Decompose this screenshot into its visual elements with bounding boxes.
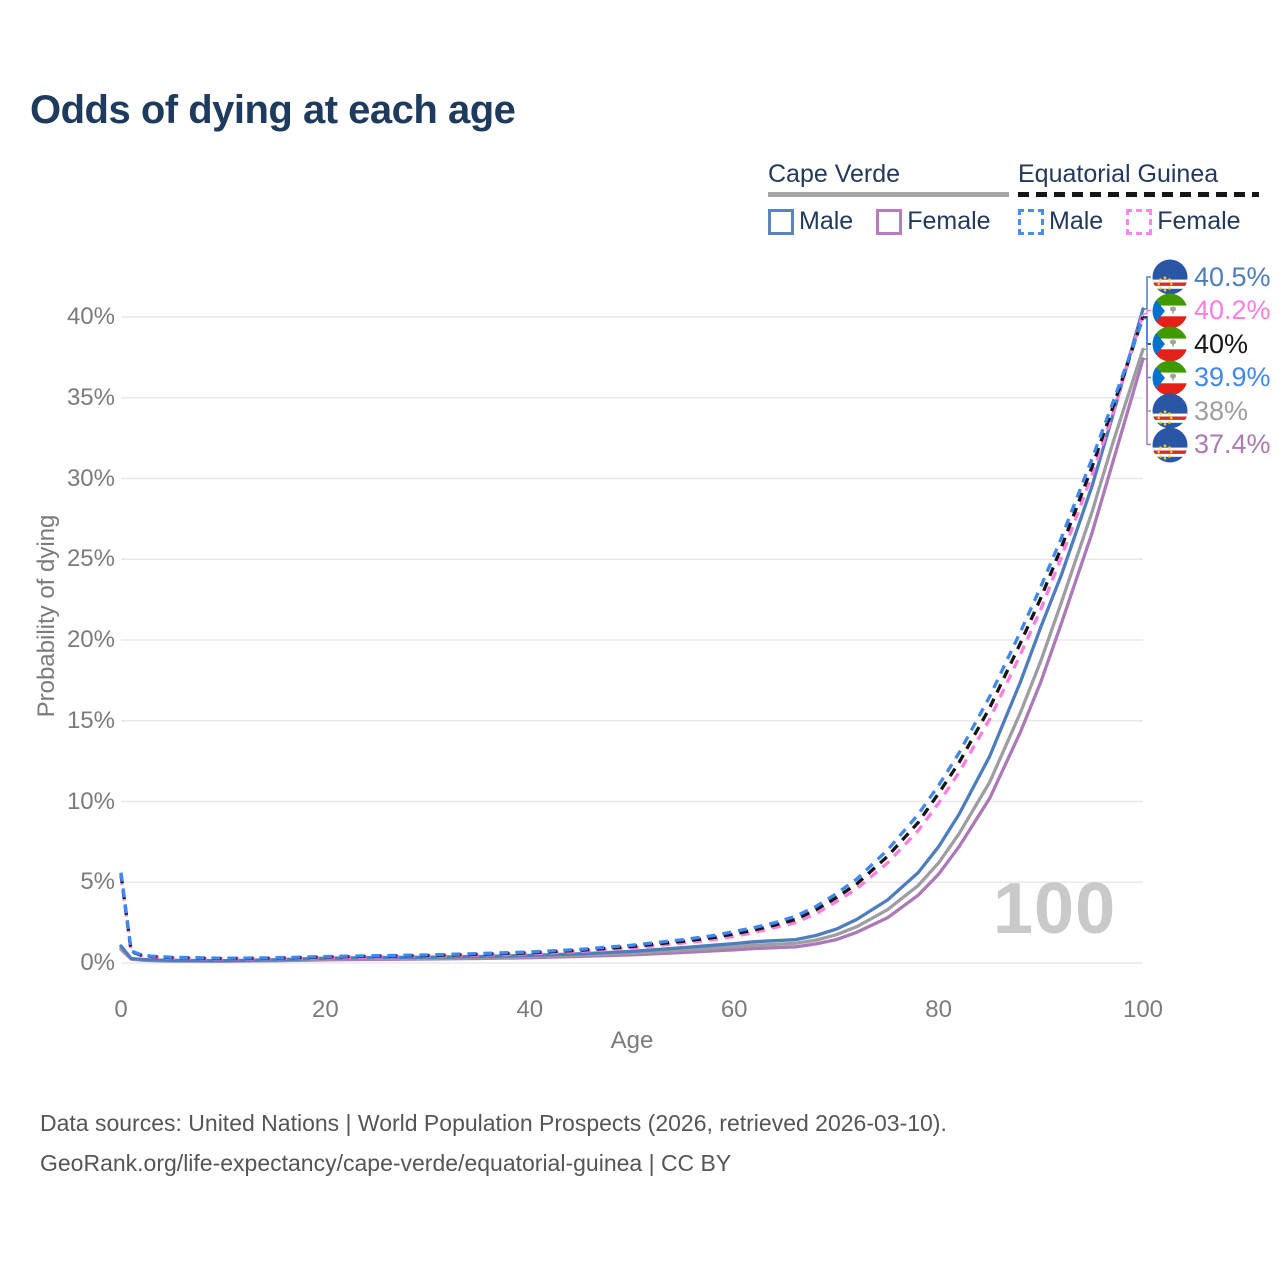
equatorial-guinea-flag-icon: [1152, 360, 1188, 396]
series-end-label-eq_male: 39.9%: [1152, 360, 1271, 396]
legend-label-cape-verde-male: Male: [799, 207, 854, 235]
y-tick-label-15: 15%: [66, 706, 115, 734]
x-axis-title: Age: [610, 1027, 654, 1054]
line-cv_both[interactable]: [119, 347, 1145, 963]
series-end-label-eq_female: 40.2%: [1152, 293, 1271, 329]
age-watermark: 100: [993, 869, 1117, 949]
y-tick-label-0: 0%: [80, 949, 115, 976]
end-value-cv_male: 40.5%: [1194, 261, 1271, 292]
legend-label-cape-verde-female: Female: [907, 207, 991, 235]
equatorial-guinea-flag-icon: [1152, 326, 1188, 362]
attribution-note: GeoRank.org/life-expectancy/cape-verde/e…: [40, 1150, 732, 1176]
legend-label-equatorial-guinea-male: Male: [1049, 207, 1104, 235]
legend-group-equatorial-guinea: Equatorial Guinea Male Female: [1018, 160, 1259, 236]
x-tick-label-100: 100: [1122, 996, 1164, 1023]
series-end-label-cv_female: 37.4%: [1152, 427, 1271, 463]
line-cv_female[interactable]: [119, 357, 1145, 963]
legend-label-equatorial-guinea-female: Female: [1157, 207, 1241, 235]
end-value-cv_both: 38%: [1194, 395, 1249, 426]
equatorial-guinea-flag-icon: [1152, 293, 1188, 329]
end-label-connector-eq_male: [1143, 317, 1151, 379]
end-label-connector-cv_female: [1143, 358, 1151, 446]
legend-checkbox-cape-verde-male[interactable]: [768, 208, 794, 235]
x-tick-label-20: 20: [312, 996, 339, 1023]
series-end-label-cv_both: 38%: [1152, 393, 1248, 429]
legend-checkbox-equatorial-guinea-male[interactable]: [1018, 208, 1044, 235]
y-tick-label-35: 35%: [66, 383, 115, 411]
cape-verde-flag-icon: [1152, 259, 1188, 295]
y-tick-label-10: 10%: [66, 787, 115, 815]
legend-line-swatch-equatorial-guinea: [1018, 192, 1259, 197]
chart-title: Odds of dying at each age: [30, 88, 516, 132]
y-tick-label-20: 20%: [66, 626, 115, 653]
series-end-label-eq_both: 40%: [1152, 326, 1248, 362]
y-tick-label-25: 25%: [66, 545, 115, 573]
data-sources-note: Data sources: United Nations | World Pop…: [40, 1110, 947, 1136]
legend-checkbox-equatorial-guinea-female[interactable]: [1126, 208, 1153, 235]
line-cv_male[interactable]: [119, 307, 1145, 963]
end-value-eq_both: 40%: [1194, 328, 1249, 359]
x-tick-label-0: 0: [114, 996, 128, 1023]
y-tick-label-40: 40%: [66, 303, 115, 330]
line-eq_female[interactable]: [119, 313, 1145, 961]
legend-group-cape-verde: Cape Verde Male Female: [768, 160, 1009, 236]
legend-checkbox-cape-verde-female[interactable]: [876, 208, 903, 235]
legend-line-swatch-cape-verde: [768, 192, 1009, 197]
end-value-eq_female: 40.2%: [1194, 295, 1271, 325]
cape-verde-flag-icon: [1152, 427, 1188, 463]
y-tick-label-30: 30%: [66, 464, 115, 492]
end-label-connector-cv_male: [1143, 276, 1151, 310]
line-eq_male[interactable]: [119, 318, 1145, 960]
x-tick-label-60: 60: [720, 996, 748, 1023]
line-eq_both[interactable]: [119, 316, 1145, 961]
legend-header-cape-verde[interactable]: Cape Verde: [768, 160, 901, 188]
end-value-cv_female: 37.4%: [1194, 429, 1271, 459]
legend-header-equatorial-guinea[interactable]: Equatorial Guinea: [1018, 160, 1219, 188]
series-end-label-cv_male: 40.5%: [1152, 259, 1271, 295]
x-tick-label-40: 40: [516, 996, 544, 1023]
y-tick-label-5: 5%: [80, 868, 115, 896]
cape-verde-flag-icon: [1152, 393, 1188, 429]
end-label-connector-eq_female: [1143, 309, 1151, 315]
end-value-eq_male: 39.9%: [1194, 362, 1271, 392]
x-tick-label-80: 80: [925, 996, 952, 1023]
